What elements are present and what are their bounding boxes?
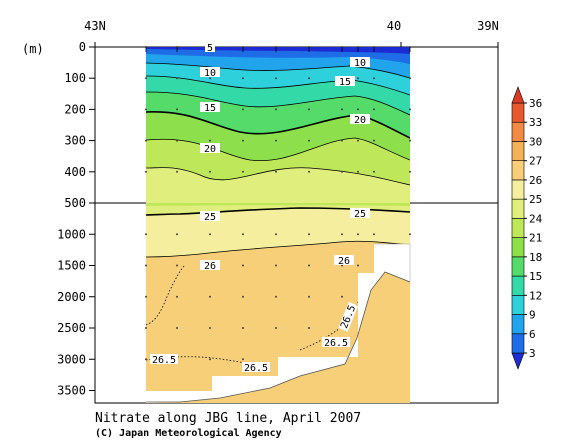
upper-panel-fill bbox=[146, 47, 410, 203]
chart-credit: (C) Japan Meteorological Agency bbox=[95, 428, 282, 439]
colorbar-tick-label: 21 bbox=[529, 232, 542, 245]
colorbar-tick-label: 25 bbox=[529, 193, 542, 206]
y-tick-label: 500 bbox=[64, 196, 86, 210]
contour-label: 26.5 bbox=[152, 355, 176, 366]
contour-label: 10 bbox=[204, 68, 216, 79]
chart-title: Nitrate along JBG line, April 2007 bbox=[95, 411, 362, 426]
bottom-profile-line bbox=[146, 271, 411, 403]
y-tick-label: 300 bbox=[64, 134, 86, 148]
contour-label: 5 bbox=[207, 43, 213, 54]
colorbar-tick-label: 6 bbox=[529, 328, 536, 341]
y-tick-label: 2000 bbox=[57, 290, 86, 304]
colorbar-tick-label: 24 bbox=[529, 212, 543, 225]
colorbar-tick-label: 30 bbox=[529, 135, 542, 148]
y-tick-label: 100 bbox=[64, 71, 86, 85]
bottom-topography bbox=[146, 244, 410, 403]
x-axis: 43N 40 39N bbox=[84, 19, 499, 47]
y-tick-label: 2500 bbox=[57, 321, 86, 335]
contour-label: 20 bbox=[204, 144, 216, 155]
colorbar-tick-label: 27 bbox=[529, 155, 542, 168]
contour-label: 26 bbox=[338, 256, 350, 267]
colorbar-tick-label: 15 bbox=[529, 270, 542, 283]
colorbar-tick-label: 9 bbox=[529, 309, 536, 322]
y-unit-label: (m) bbox=[22, 42, 44, 56]
bottom-edge-line bbox=[374, 243, 411, 282]
y-tick-label: 3500 bbox=[57, 384, 86, 398]
contour-label: 10 bbox=[354, 58, 366, 69]
colorbar-tick-label: 26 bbox=[529, 174, 542, 187]
contour-label: 26 bbox=[204, 261, 216, 272]
contour-label: 15 bbox=[339, 77, 351, 88]
colorbar-tick-label: 3 bbox=[529, 347, 536, 360]
y-tick-label: 1000 bbox=[57, 227, 86, 241]
contour-label: 25 bbox=[204, 212, 216, 223]
colorbar-tick-label: 18 bbox=[529, 251, 542, 264]
colorbar-tick-label: 36 bbox=[529, 97, 542, 110]
colorbar-tick-label: 12 bbox=[529, 289, 542, 302]
colorbar-tick-label: 33 bbox=[529, 116, 542, 129]
contour-label: 26.5 bbox=[244, 363, 268, 374]
x-tick-label: 43N bbox=[84, 19, 106, 33]
y-tick-label: 1500 bbox=[57, 259, 86, 273]
y-tick-label: 0 bbox=[79, 40, 86, 54]
contour-label: 15 bbox=[204, 103, 216, 114]
top-station-ticks bbox=[145, 47, 411, 52]
contour-label: 26.5 bbox=[324, 338, 348, 349]
y-tick-label: 3000 bbox=[57, 352, 86, 366]
y-tick-label: 400 bbox=[64, 165, 86, 179]
contour-label: 20 bbox=[354, 115, 366, 126]
contour-label: 25 bbox=[354, 209, 366, 220]
y-axis: (m) 0 100 200 300 400 500 1000 1500 2000 2500 3000… bbox=[22, 40, 95, 398]
x-tick-label: 40 bbox=[387, 19, 401, 33]
station-markers bbox=[145, 46, 411, 361]
y-tick-label: 200 bbox=[64, 102, 86, 116]
x-tick-label: 39N bbox=[477, 19, 499, 33]
